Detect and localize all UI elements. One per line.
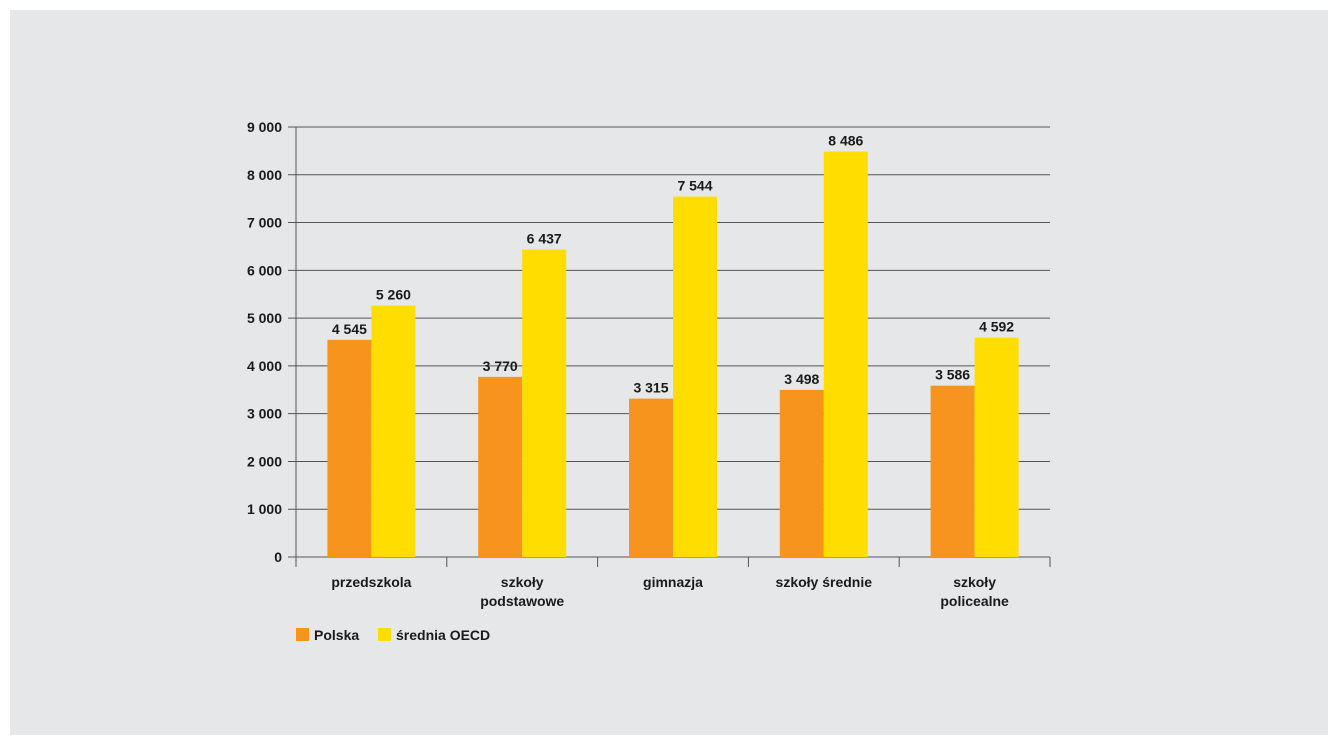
bar-oecd — [522, 249, 567, 557]
y-tick-label: 0 — [274, 549, 282, 565]
y-tick-label: 6 000 — [247, 262, 282, 278]
y-tick-label: 1 000 — [247, 501, 282, 517]
data-label: 3 315 — [633, 380, 668, 396]
bar-oecd — [673, 196, 717, 557]
category-label: podstawowe — [480, 593, 564, 609]
data-label: 3 586 — [935, 367, 970, 383]
category-label: szkoły — [501, 574, 544, 590]
bar-polska — [779, 389, 824, 557]
legend-label: Polska — [314, 627, 359, 643]
chart-panel — [10, 10, 1328, 735]
y-tick-label: 5 000 — [247, 310, 282, 326]
legend-label: średnia OECD — [396, 627, 490, 643]
category-label: szkoły średnie — [776, 574, 873, 590]
legend-swatch — [296, 628, 309, 641]
bar-oecd — [371, 305, 416, 557]
data-label: 4 592 — [979, 319, 1014, 335]
bar-oecd — [823, 151, 868, 557]
legend-swatch — [378, 628, 391, 641]
data-label: 6 437 — [527, 230, 562, 246]
category-label: policealne — [940, 593, 1009, 609]
y-tick-label: 4 000 — [247, 358, 282, 374]
data-label: 4 545 — [332, 321, 367, 337]
bar-oecd — [974, 337, 1019, 557]
y-tick-label: 7 000 — [247, 215, 282, 231]
category-label: gimnazja — [643, 574, 703, 590]
y-tick-label: 2 000 — [247, 453, 282, 469]
data-label: 7 544 — [677, 178, 712, 194]
data-label: 8 486 — [828, 133, 863, 149]
bar-polska — [930, 385, 975, 557]
category-label: przedszkola — [331, 574, 411, 590]
data-label: 5 260 — [376, 287, 411, 303]
y-tick-label: 8 000 — [247, 167, 282, 183]
category-label: szkoły — [953, 574, 996, 590]
bar-polska — [629, 398, 673, 557]
y-tick-label: 3 000 — [247, 406, 282, 422]
y-tick-label: 9 000 — [247, 119, 282, 135]
data-label: 3 498 — [784, 371, 819, 387]
bar-polska — [327, 339, 372, 557]
data-label: 3 770 — [483, 358, 518, 374]
bar-polska — [478, 376, 523, 557]
